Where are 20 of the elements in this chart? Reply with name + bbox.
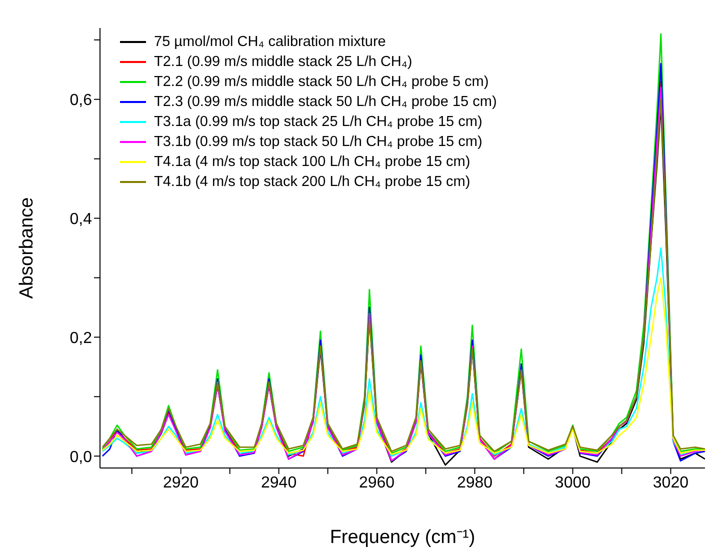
y-tick-label: 0,2 (70, 330, 92, 347)
legend-label: T2.2 (0.99 m/s middle stack 50 L/h CH₄ probe 5 cm) (154, 73, 489, 92)
y-axis-title: Absorbance (16, 197, 38, 299)
x-tick-label: 3020 (652, 474, 689, 492)
legend-label: T2.3 (0.99 m/s middle stack 50 L/h CH₄ probe 15 cm) (154, 93, 497, 112)
y-tick-label: 0,6 (70, 92, 92, 110)
legend-label: 75 µmol/mol CH₄ calibration mixture (154, 33, 386, 52)
x-tick-label: 2960 (358, 474, 395, 492)
y-tick-label: 0,0 (70, 448, 92, 466)
legend-label: T3.1b (0.99 m/s top stack 50 L/h CH₄ probe 15 cm) (154, 133, 482, 152)
legend-label: T2.1 (0.99 m/s middle stack 25 L/h CH₄) (154, 53, 412, 72)
legend-label: T3.1a (0.99 m/s top stack 25 L/h CH₄ probe 15 cm) (154, 113, 482, 132)
legend-label: T4.1b (4 m/s top stack 200 L/h CH₄ probe 15 cm) (154, 173, 470, 192)
x-axis-title: Frequency (cm⁻¹) (330, 527, 476, 548)
legend-label: T4.1a (4 m/s top stack 100 L/h CH₄ probe 15 cm) (154, 153, 470, 172)
x-tick-label: 2920 (163, 474, 199, 492)
y-tick-label: 0,4 (70, 210, 92, 228)
x-tick-label: 3000 (554, 474, 591, 492)
x-tick-label: 2980 (456, 474, 493, 492)
x-tick-label: 2940 (261, 474, 297, 492)
